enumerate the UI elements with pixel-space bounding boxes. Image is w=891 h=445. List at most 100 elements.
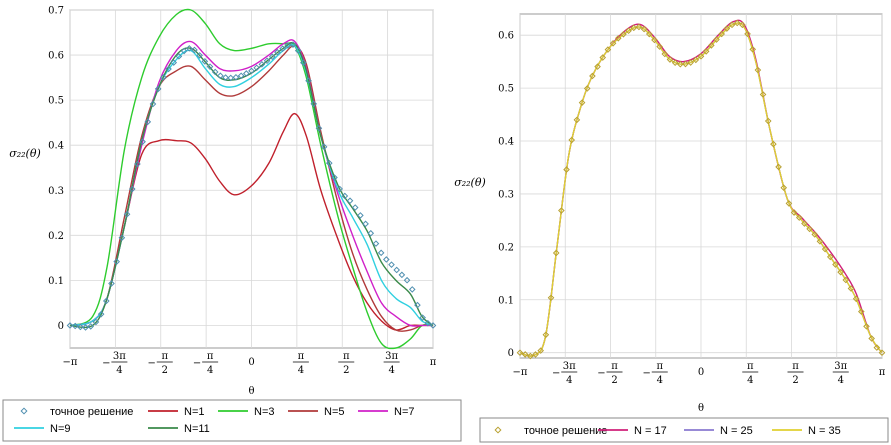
legend-label-1-1: N=1 — [184, 406, 205, 418]
x-tick-label-2-7: 3π — [834, 361, 847, 372]
series-marker-1-0-19 — [165, 65, 172, 73]
series-marker-2-0-23 — [635, 23, 643, 31]
series-marker-1-0-47 — [310, 100, 318, 108]
series-marker-2-0-16 — [599, 54, 607, 61]
series-marker-2-0-29 — [666, 56, 674, 63]
series-marker-2-0-41 — [728, 21, 736, 29]
series-marker-1-0-51 — [331, 174, 338, 181]
series-marker-2-0-59 — [821, 245, 829, 253]
series-marker-2-0-21 — [625, 27, 632, 35]
series-marker-1-0-69 — [424, 319, 432, 327]
series-marker-2-0-27 — [656, 43, 663, 50]
y-tick-label-1-5: 0.5 — [48, 96, 64, 107]
series-marker-1-0-46 — [305, 77, 312, 85]
series-line-1-3 — [69, 45, 433, 332]
series-marker-1-0-50 — [325, 159, 333, 167]
series-marker-1-0-67 — [414, 301, 421, 309]
series-marker-1-0-33 — [237, 72, 245, 80]
series-marker-1-0-43 — [289, 41, 297, 48]
series-marker-1-0-1 — [71, 322, 79, 330]
series-marker-2-0-62 — [837, 268, 844, 276]
series-marker-1-0-8 — [108, 280, 115, 287]
series-marker-2-0-34 — [692, 56, 700, 64]
x-tick-label-2-8: π — [879, 367, 886, 378]
x-tick-label-2-4: 0 — [698, 367, 704, 378]
series-marker-1-0-4 — [87, 323, 95, 330]
series-marker-2-0-36 — [702, 48, 710, 55]
series-marker-2-0-15 — [594, 63, 601, 70]
series-marker-2-0-0 — [516, 349, 524, 357]
legend-2: точное решение N = 17 N = 25 N = 35 — [479, 417, 889, 443]
x-tick-sign-2-3: − — [643, 368, 651, 379]
series-marker-2-0-17 — [604, 46, 612, 53]
x-tick-label-2-3: π — [656, 361, 663, 372]
series-marker-2-0-37 — [708, 42, 715, 49]
series-marker-2-0-24 — [640, 25, 648, 33]
series-marker-1-0-36 — [253, 64, 260, 72]
series-marker-1-0-21 — [175, 53, 183, 60]
legend-label-1-3: N=5 — [324, 406, 345, 418]
series-marker-1-0-57 — [362, 220, 369, 228]
x-tick-sign-2-1: − — [552, 368, 560, 379]
series-marker-2-0-53 — [790, 209, 798, 216]
series-marker-1-0-60 — [377, 249, 385, 257]
series-marker-2-0-31 — [677, 60, 684, 68]
series-marker-2-0-47 — [759, 91, 767, 98]
series-marker-2-0-10 — [568, 136, 576, 144]
series-marker-2-0-5 — [542, 331, 550, 339]
series-marker-1-0-9 — [113, 258, 120, 265]
series-marker-2-0-18 — [609, 40, 617, 47]
series-marker-1-0-63 — [393, 266, 401, 274]
x-tick-label-2-5: π — [747, 361, 754, 372]
x-tick-denominator-1-1: 4 — [116, 365, 122, 376]
series-marker-2-0-3 — [532, 351, 539, 358]
y-tick-label-1-7: 0.7 — [48, 6, 64, 17]
series-marker-2-0-20 — [620, 30, 627, 38]
series-marker-1-0-28 — [211, 68, 219, 76]
series-marker-2-0-54 — [795, 214, 803, 221]
series-marker-1-0-55 — [351, 204, 359, 211]
series-marker-2-0-13 — [583, 85, 591, 92]
series-marker-2-0-32 — [682, 60, 689, 68]
series-marker-1-0-54 — [346, 197, 354, 205]
y-axis-label-1: σ₂₂(θ) — [9, 147, 41, 160]
series-marker-1-0-24 — [191, 46, 198, 54]
series-marker-2-0-65 — [852, 295, 860, 303]
series-marker-2-0-11 — [573, 116, 581, 124]
series-marker-2-0-40 — [723, 25, 731, 32]
x-tick-sign-1-3: − — [193, 358, 201, 369]
legend-marker-1-0 — [20, 407, 28, 415]
series-marker-1-0-48 — [315, 124, 323, 132]
x-tick-label-1-4: 0 — [248, 357, 254, 368]
series-marker-2-0-50 — [775, 163, 782, 171]
legend-label-1-0: точное решение — [50, 406, 133, 418]
series-marker-1-0-56 — [357, 212, 364, 219]
y-tick-label-1-2: 0.2 — [48, 231, 64, 242]
series-marker-2-0-35 — [697, 53, 705, 60]
series-marker-1-0-13 — [134, 160, 141, 168]
series-marker-1-0-18 — [160, 74, 167, 81]
series-marker-1-0-40 — [274, 48, 281, 56]
x-tick-label-1-7: 3π — [385, 351, 398, 362]
series-marker-2-0-63 — [842, 276, 850, 284]
series-marker-1-0-0 — [66, 322, 74, 329]
series-marker-1-0-34 — [243, 70, 250, 77]
series-marker-2-0-25 — [645, 30, 653, 38]
series-marker-1-0-22 — [180, 47, 188, 55]
x-tick-label-2-0: −π — [513, 367, 528, 378]
series-marker-1-0-3 — [82, 324, 89, 331]
series-marker-1-0-68 — [419, 314, 426, 321]
series-marker-1-0-64 — [398, 271, 406, 279]
x-tick-label-1-5: π — [298, 351, 305, 362]
series-marker-2-0-67 — [863, 323, 870, 330]
x-tick-label-1-6: π — [343, 351, 350, 362]
series-marker-1-0-14 — [139, 138, 146, 146]
series-line-2-3 — [519, 22, 883, 357]
y-tick-label-2-2: 0.2 — [498, 242, 514, 253]
legend-1: точное решение N=1 N=3 N=5 N=7 N=9 N=11 — [2, 399, 462, 442]
series-marker-2-0-60 — [826, 253, 834, 261]
series-marker-1-0-62 — [388, 261, 395, 268]
x-axis-label-2: θ — [698, 403, 704, 414]
series-marker-1-0-27 — [206, 63, 214, 70]
